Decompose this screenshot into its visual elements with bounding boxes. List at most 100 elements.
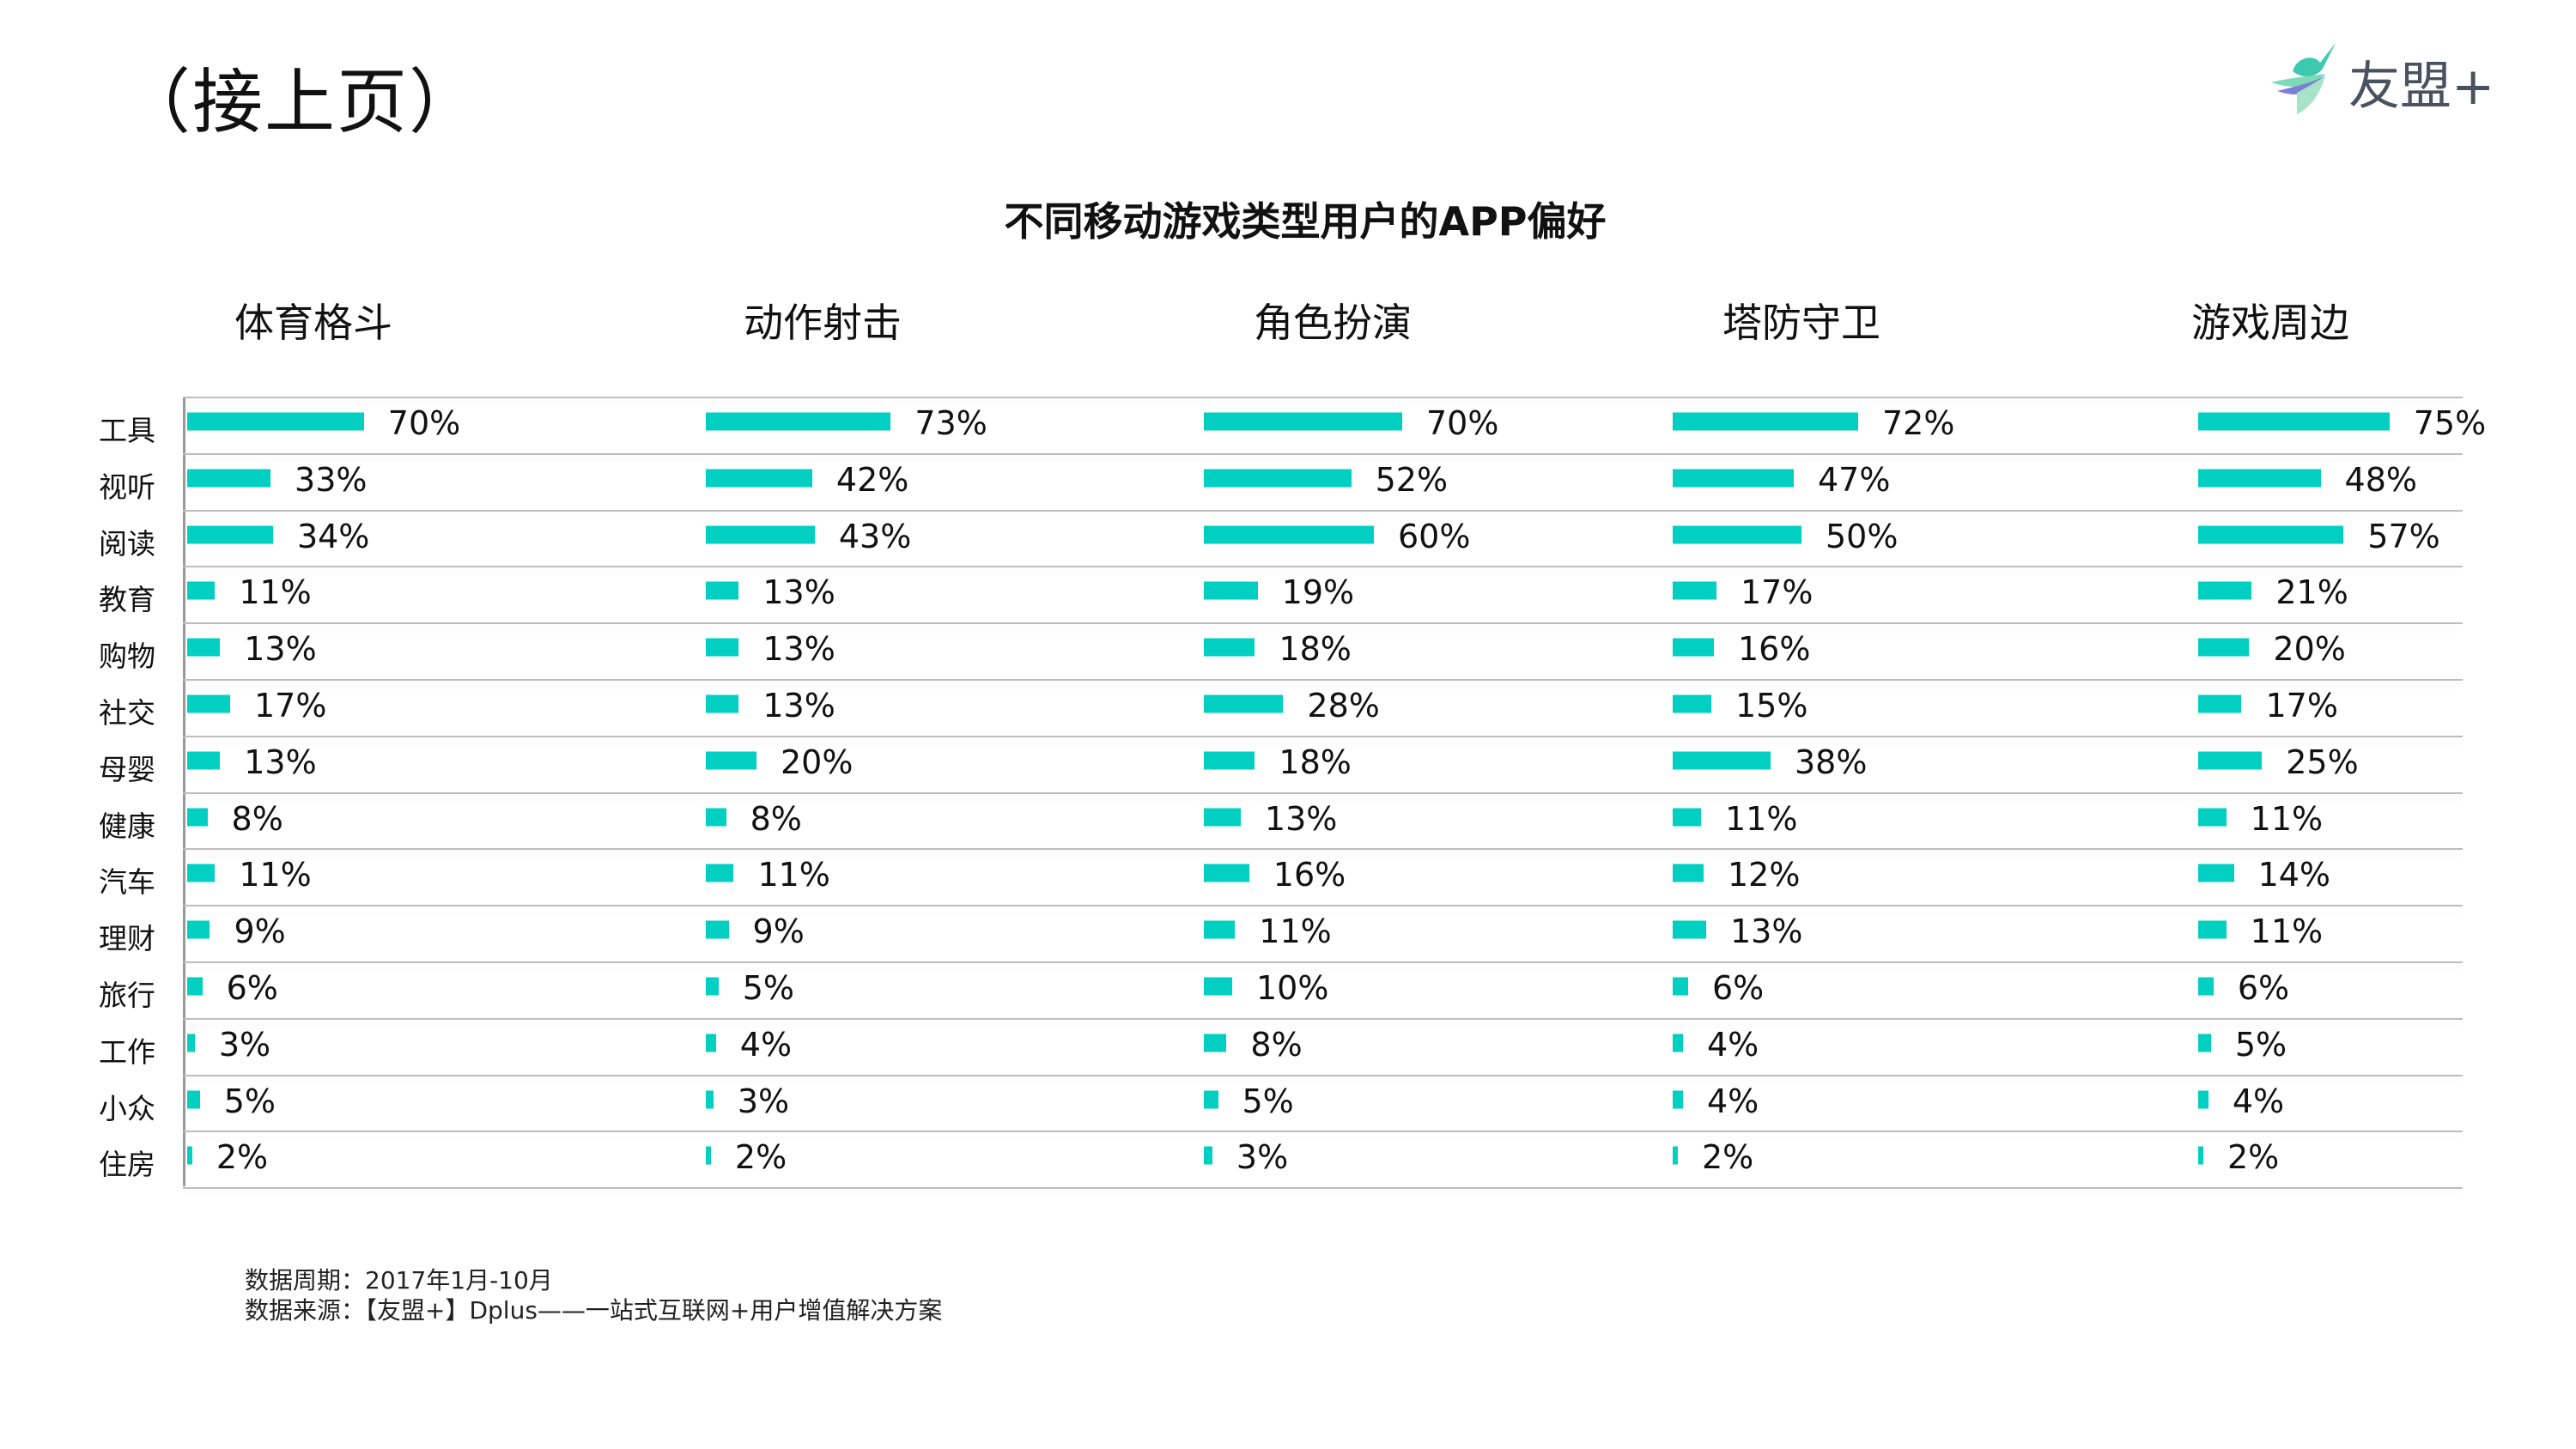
bar — [706, 920, 729, 939]
bar — [1673, 412, 1858, 431]
data-label: 33% — [295, 460, 368, 499]
bar — [706, 1034, 716, 1052]
footnote-period: 数据周期：2017年1月-10月 — [245, 1266, 553, 1294]
bar — [2198, 864, 2234, 882]
category-label: 住房 — [99, 1148, 155, 1182]
bar — [1673, 920, 1706, 939]
data-label: 13% — [1730, 912, 1803, 951]
data-label: 9% — [752, 912, 805, 951]
bar — [2198, 751, 2263, 770]
data-label: 2% — [2227, 1138, 2280, 1177]
data-label: 3% — [737, 1082, 790, 1120]
category-label: 小众 — [99, 1091, 155, 1125]
gridline — [183, 397, 2463, 398]
data-label: 4% — [1707, 1025, 1759, 1064]
category-label: 母婴 — [99, 752, 155, 786]
logo: 友盟+ — [2267, 33, 2524, 118]
category-label: 视听 — [99, 470, 155, 504]
bar — [1673, 1146, 1678, 1165]
data-label: 25% — [2286, 743, 2359, 781]
bar — [1673, 751, 1771, 770]
bar — [706, 469, 812, 488]
bar — [1673, 694, 1711, 713]
category-label: 社交 — [99, 695, 155, 730]
bar — [187, 1090, 200, 1108]
data-label: 13% — [762, 573, 835, 612]
bar — [187, 694, 230, 713]
data-label: 5% — [742, 968, 795, 1007]
data-label: 18% — [1279, 743, 1352, 781]
bar — [1204, 469, 1352, 488]
bar — [706, 525, 815, 543]
bar — [706, 864, 734, 882]
data-label: 28% — [1307, 686, 1380, 724]
data-label: 4% — [739, 1025, 793, 1064]
category-label: 工具 — [99, 413, 155, 447]
data-label: 3% — [218, 1025, 271, 1064]
category-label: 旅行 — [99, 978, 155, 1012]
data-label: 70% — [387, 403, 461, 442]
gridline — [183, 961, 2463, 963]
data-label: 11% — [1725, 799, 1798, 838]
data-label: 11% — [239, 856, 312, 894]
bar — [706, 977, 719, 996]
bar — [1673, 977, 1688, 996]
hummingbird-logo-icon — [2271, 43, 2336, 114]
series-header: 角色扮演 — [1254, 300, 1412, 346]
bar — [187, 581, 216, 600]
series-header: 游戏周边 — [2191, 300, 2349, 346]
data-label: 50% — [1826, 517, 1899, 555]
gridline — [183, 509, 2463, 512]
data-label: 11% — [2250, 912, 2324, 951]
bar — [187, 525, 273, 543]
bar — [187, 1034, 195, 1052]
gridline — [183, 905, 2463, 907]
bar — [2198, 1146, 2203, 1165]
data-label: 48% — [2344, 460, 2418, 499]
data-label: 3% — [1236, 1138, 1289, 1177]
category-label: 教育 — [99, 583, 155, 617]
data-label: 11% — [2250, 799, 2324, 838]
bar — [1204, 1034, 1227, 1052]
data-label: 52% — [1375, 460, 1449, 499]
bar — [187, 920, 210, 939]
bar — [2198, 412, 2390, 431]
bar — [187, 751, 221, 770]
gridline — [183, 735, 2463, 737]
bar — [1673, 808, 1701, 826]
data-label: 75% — [2413, 403, 2487, 442]
bar — [187, 977, 203, 996]
data-label: 2% — [734, 1138, 787, 1177]
bar — [2198, 920, 2227, 939]
data-label: 17% — [1741, 573, 1814, 612]
bar — [187, 412, 364, 431]
bar — [1204, 977, 1232, 996]
data-label: 10% — [1256, 968, 1329, 1007]
gridline — [183, 679, 2463, 681]
bar — [187, 638, 221, 657]
bar — [2198, 694, 2242, 713]
bar — [1204, 638, 1255, 657]
data-label: 17% — [2265, 686, 2338, 724]
gridline — [183, 1017, 2463, 1020]
data-label: 8% — [231, 799, 283, 838]
bar — [2198, 581, 2252, 600]
bar — [1204, 751, 1255, 770]
data-label: 19% — [1281, 573, 1355, 612]
bar — [1204, 525, 1374, 543]
data-label: 9% — [234, 912, 286, 951]
data-label: 72% — [1882, 403, 1955, 442]
data-label: 18% — [1279, 630, 1352, 669]
bar — [2198, 1034, 2211, 1052]
data-label: 42% — [835, 460, 909, 499]
bar — [1673, 1090, 1683, 1108]
bar — [1673, 525, 1801, 543]
gridline — [183, 1131, 2463, 1133]
category-label: 汽车 — [99, 865, 155, 900]
data-label: 20% — [2273, 630, 2346, 669]
data-label: 43% — [838, 517, 912, 555]
data-label: 5% — [1242, 1082, 1294, 1120]
bar — [2198, 525, 2344, 543]
data-label: 4% — [2232, 1082, 2285, 1120]
bar — [2198, 638, 2250, 657]
